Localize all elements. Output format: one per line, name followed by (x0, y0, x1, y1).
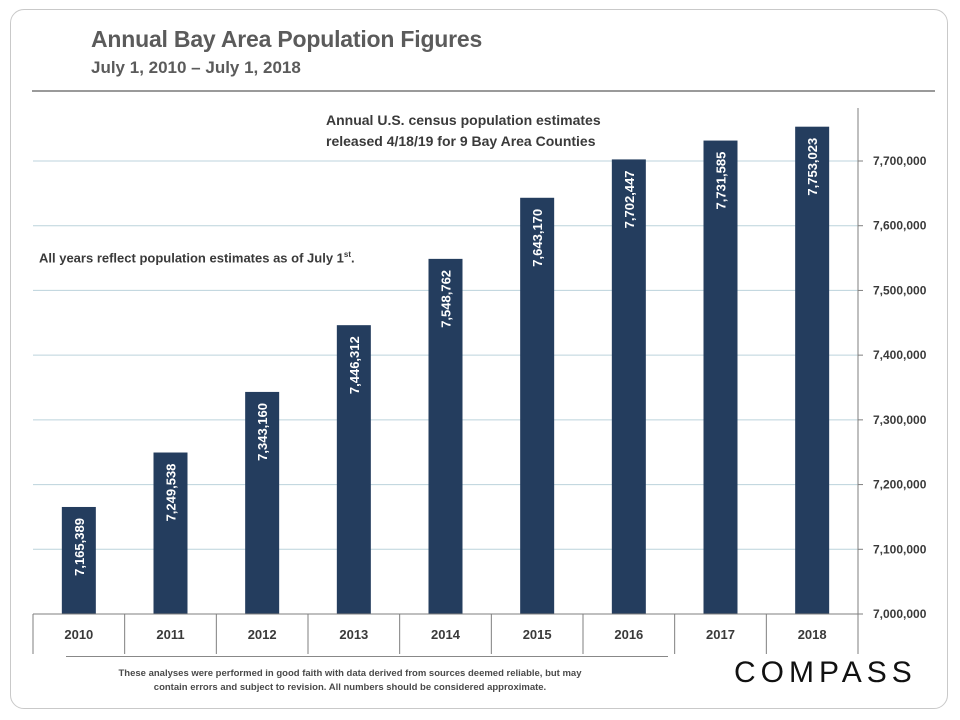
y-tick-label: 7,300,000 (873, 413, 927, 427)
bar-value-label: 7,753,023 (805, 138, 820, 196)
title-divider (32, 90, 935, 92)
bar-value-label: 7,702,447 (622, 170, 637, 228)
july-annotation-sup: st (343, 250, 352, 259)
y-tick-label: 7,100,000 (873, 542, 927, 556)
y-tick-label: 7,400,000 (873, 348, 927, 362)
census-annotation: Annual U.S. census population estimates … (326, 110, 601, 152)
y-tick-label: 7,700,000 (873, 154, 927, 168)
y-tick-label: 7,600,000 (873, 219, 927, 233)
july-annotation: All years reflect population estimates a… (39, 250, 355, 265)
x-tick-label: 2013 (339, 627, 368, 642)
x-tick-label: 2010 (64, 627, 93, 642)
y-tick-label: 7,500,000 (873, 283, 927, 297)
bar (245, 391, 280, 614)
x-tick-label: 2012 (248, 627, 277, 642)
bar-value-label: 7,731,585 (714, 152, 729, 210)
bar (703, 140, 738, 614)
bar-value-label: 7,446,312 (347, 336, 362, 394)
compass-logo: COMPASS (734, 656, 917, 689)
july-annotation-text: All years reflect population estimates a… (39, 250, 344, 266)
bar (153, 452, 188, 614)
bar-value-label: 7,548,762 (439, 270, 454, 328)
july-annotation-end: . (351, 250, 355, 266)
y-tick-label: 7,200,000 (873, 478, 927, 492)
bar-value-label: 7,165,389 (72, 518, 87, 576)
chart-subtitle: July 1, 2010 – July 1, 2018 (91, 58, 301, 77)
disclaimer-line1: These analyses were performed in good fa… (118, 668, 582, 679)
chart-title: Annual Bay Area Population Figures (91, 26, 483, 52)
x-tick-label: 2015 (523, 627, 552, 642)
census-annotation-line1: Annual U.S. census population estimates (326, 112, 601, 128)
disclaimer: These analyses were performed in good fa… (70, 667, 630, 695)
y-tick-label: 7,000,000 (873, 607, 927, 621)
footer-divider (66, 656, 668, 657)
bar (336, 325, 371, 614)
x-tick-label: 2014 (431, 627, 461, 642)
x-tick-label: 2011 (156, 627, 184, 642)
x-tick-label: 2018 (798, 627, 827, 642)
bar-value-label: 7,249,538 (164, 464, 179, 522)
bar-value-label: 7,643,170 (530, 209, 545, 267)
x-tick-label: 2017 (706, 627, 735, 642)
bar (61, 506, 96, 614)
bar (520, 197, 555, 614)
bar-value-label: 7,343,160 (255, 403, 270, 461)
bar (428, 258, 463, 614)
census-annotation-line2: released 4/18/19 for 9 Bay Area Counties (326, 133, 596, 149)
x-tick-label: 2016 (614, 627, 643, 642)
disclaimer-line2: contain errors and subject to revision. … (153, 682, 547, 693)
slide-frame (10, 9, 948, 709)
bar (611, 159, 646, 614)
bar (795, 126, 830, 614)
